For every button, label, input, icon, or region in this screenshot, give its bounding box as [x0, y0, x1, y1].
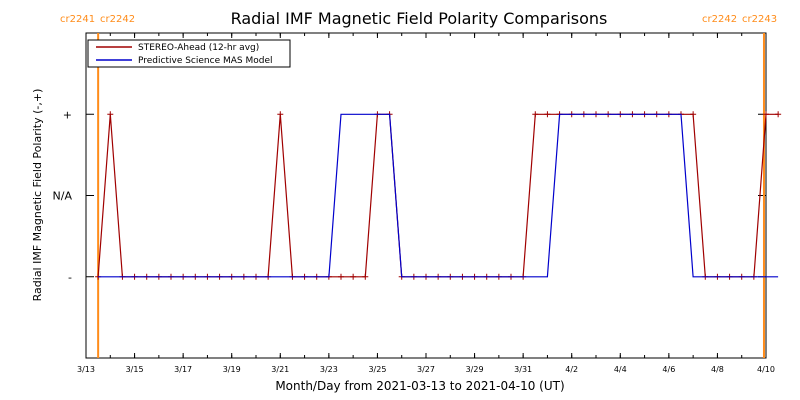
- x-tick-label-14: 4/10: [757, 365, 775, 374]
- x-tick-label-4: 3/21: [271, 365, 289, 374]
- cr-label-right-1: cr2242: [702, 14, 737, 25]
- series-layer: [95, 111, 782, 280]
- series-line-1: [98, 113, 779, 278]
- legend-label-mas: Predictive Science MAS Model: [138, 56, 273, 66]
- x-tick-label-2: 3/17: [174, 365, 192, 374]
- series-0-point-37: [544, 111, 551, 118]
- x-tick-label-0: 3/13: [77, 365, 95, 374]
- series-line-0: [97, 113, 779, 278]
- carrington-lines: [97, 33, 765, 358]
- x-tick-label-12: 4/6: [662, 365, 675, 374]
- y-tick-label-0: -: [68, 271, 72, 284]
- cr-label-right-2: cr2243: [742, 14, 777, 25]
- series-0-point-20: [338, 273, 344, 280]
- x-tick-label-13: 4/8: [711, 365, 724, 374]
- series-0-point-15: [277, 111, 284, 118]
- series-0-point-21: [350, 273, 357, 280]
- x-tick-label-5: 3/23: [320, 365, 338, 374]
- cr-label-left-2: cr2242: [100, 14, 135, 25]
- y-tick-label-1: N/A: [53, 190, 73, 203]
- x-axis-label: Month/Day from 2021-03-13 to 2021-04-10 …: [275, 379, 564, 393]
- legend-box: [87, 39, 291, 68]
- x-tick-label-11: 4/4: [614, 365, 627, 374]
- y-tick-label-2: +: [63, 108, 72, 121]
- x-tick-label-9: 3/31: [514, 365, 532, 374]
- series-0-point-55: [763, 111, 769, 118]
- legend: STEREO-Ahead (12-hr avg) Predictive Scie…: [87, 39, 291, 68]
- plot-frame: [85, 32, 767, 359]
- carrington-labels: cr2241 cr2242 cr2242 cr2243: [60, 14, 777, 25]
- chart-title: Radial IMF Magnetic Field Polarity Compa…: [231, 9, 608, 28]
- series-0-point-36: [532, 111, 539, 118]
- x-tick-label-7: 3/27: [417, 365, 435, 374]
- series-0-point-49: [690, 111, 697, 118]
- y-axis-label: Radial IMF Magnetic Field Polarity (-,+): [31, 89, 44, 302]
- series-0-point-22: [362, 273, 369, 280]
- x-tick-label-1: 3/15: [126, 365, 144, 374]
- x-tick-label-8: 3/29: [466, 365, 484, 374]
- x-axis-ticks: 3/13 3/15 3/17 3/19 3/21 3/23 3/25 3/27 3/29 3/31…: [77, 33, 775, 374]
- series-0-point-1: [107, 111, 114, 118]
- series-0-point-56: [775, 111, 782, 118]
- x-tick-label-10: 4/2: [565, 365, 578, 374]
- legend-label-stereo: STEREO-Ahead (12-hr avg): [138, 43, 259, 53]
- cr-label-left-1: cr2241: [60, 14, 95, 25]
- x-tick-label-3: 3/19: [223, 365, 241, 374]
- y-axis-ticks: - N/A +: [53, 108, 766, 284]
- x-tick-label-6: 3/25: [368, 365, 386, 374]
